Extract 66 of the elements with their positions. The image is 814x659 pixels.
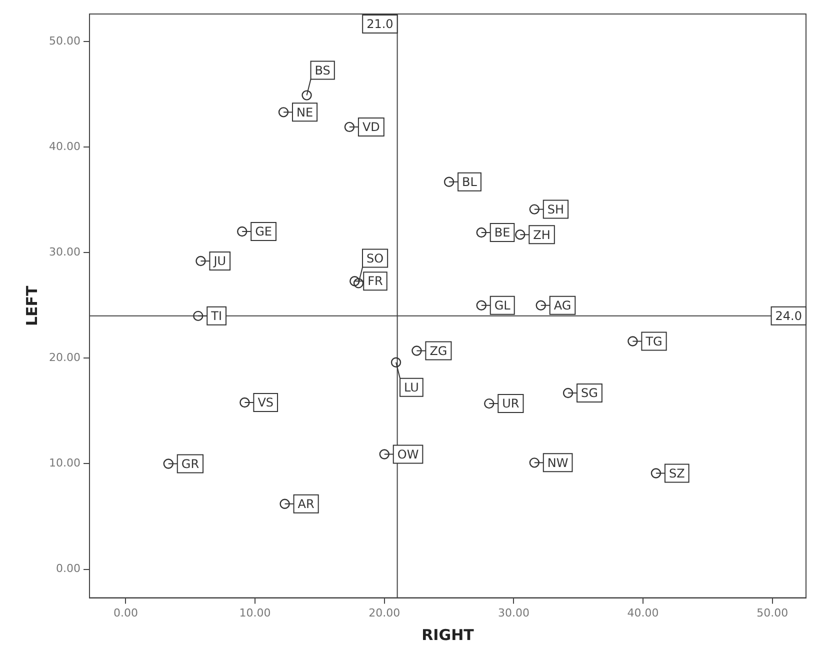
point: [562, 388, 574, 398]
annotation: NW: [547, 456, 568, 470]
point: [476, 227, 486, 238]
y-tick-label: 10.00: [48, 456, 80, 470]
annotation: AR: [298, 496, 314, 511]
annotation: GE: [255, 224, 272, 239]
point: [240, 397, 250, 408]
annotation: OW: [397, 447, 419, 462]
annotation: AG: [554, 298, 572, 312]
point: [444, 176, 454, 187]
annotation: ZG: [430, 344, 448, 358]
point: [193, 310, 204, 322]
annotation: BS: [314, 63, 330, 78]
point: [163, 458, 174, 469]
point: [344, 122, 355, 132]
annotation: UR: [502, 396, 520, 411]
annotation: VD: [362, 120, 380, 134]
x-tick-label: 0.00: [113, 606, 138, 620]
x-axis-title: RIGHT: [422, 626, 475, 644]
ref-line-label: 21.0: [366, 17, 394, 32]
y-tick-label: 30.00: [48, 245, 80, 258]
x-tick-label: 10.00: [239, 606, 271, 620]
y-tick-label: 20.00: [48, 351, 80, 364]
annotation: VS: [258, 396, 274, 410]
annotation: SH: [547, 202, 564, 216]
annotation: SO: [366, 251, 384, 266]
annotation: BE: [494, 226, 510, 240]
x-tick-label: 20.00: [368, 606, 400, 620]
point: [353, 278, 364, 288]
point: [278, 107, 289, 118]
annotation: SG: [581, 386, 598, 400]
point: [280, 498, 290, 509]
x-tick-label: 30.00: [498, 606, 530, 620]
annotation: GR: [181, 456, 200, 471]
y-tick-label: 40.00: [48, 140, 80, 153]
point: [484, 398, 494, 409]
point: [628, 336, 638, 346]
point: [302, 90, 312, 100]
point: [350, 276, 360, 286]
point: [515, 230, 526, 240]
point: [379, 449, 390, 460]
annotation: JU: [212, 254, 226, 268]
point: [196, 256, 206, 266]
point: [529, 204, 540, 214]
x-tick-label: 50.00: [756, 606, 788, 620]
point: [650, 468, 662, 478]
annotation: BL: [462, 174, 478, 189]
annotation: TI: [210, 309, 222, 324]
ref-line-label: 24.0: [775, 309, 802, 324]
annotation: SZ: [668, 466, 685, 480]
annotation: LU: [404, 380, 419, 395]
point: [237, 226, 248, 237]
annotation: ZH: [533, 228, 550, 242]
annotation: GL: [494, 298, 511, 312]
x-tick-label: 40.00: [627, 606, 659, 620]
point: [529, 458, 540, 468]
annotation: TG: [644, 334, 662, 348]
y-tick-label: 50.00: [48, 34, 80, 48]
point: [476, 300, 486, 310]
point: [412, 346, 422, 356]
annotation: FR: [368, 274, 383, 288]
y-tick-label: 0.00: [56, 562, 80, 576]
point: [390, 357, 402, 368]
annotation: NE: [296, 105, 314, 120]
point: [536, 300, 546, 310]
y-axis-title: LEFT: [22, 284, 41, 326]
